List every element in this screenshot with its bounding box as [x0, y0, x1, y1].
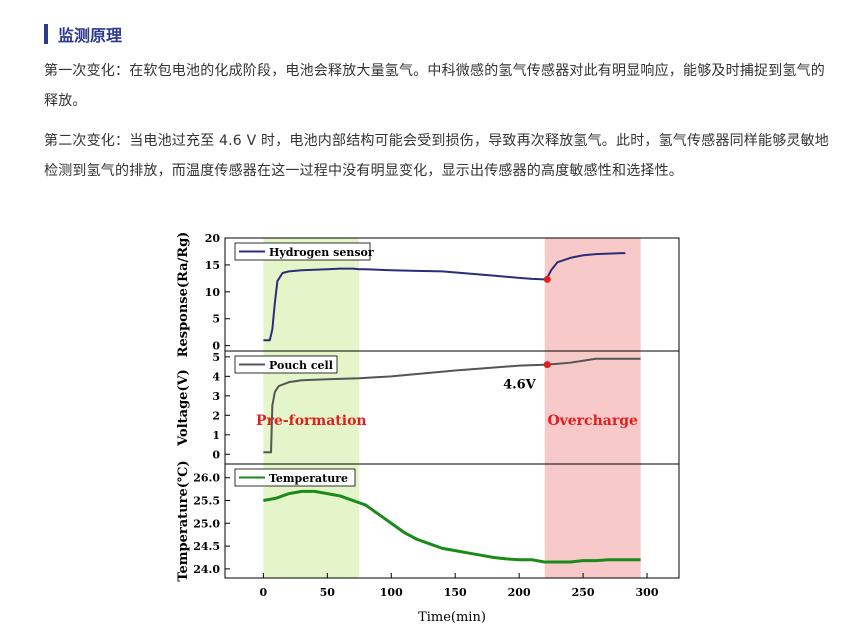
y-tick-label: 3 — [212, 390, 220, 403]
y-axis-label: Voltage(V) — [176, 369, 191, 447]
region-overcharge — [544, 238, 641, 578]
x-tick-label: 150 — [444, 586, 467, 599]
legend-label: Pouch cell — [269, 359, 333, 372]
region-label-overcharge: Overcharge — [547, 413, 638, 429]
y-tick-label: 25.5 — [193, 494, 220, 507]
series-line-pouch-cell — [263, 357, 641, 454]
y-tick-label: 5 — [212, 351, 220, 364]
legend-label: Hydrogen sensor — [269, 246, 374, 259]
x-tick-label: 100 — [380, 586, 403, 599]
x-tick-label: 0 — [260, 586, 268, 599]
y-tick-label: 0 — [212, 340, 220, 353]
section-title: 监测原理 — [58, 26, 123, 45]
section-header: 监测原理 — [44, 23, 122, 45]
paragraph-second-change: 第二次变化：当电池过充至 4.6 V 时，电池内部结构可能会受到损伤，导致再次释… — [44, 133, 829, 179]
series-line-hydrogen-sensor — [263, 252, 626, 342]
region-label-pre-formation: Pre-formation — [256, 413, 367, 429]
y-tick-label: 24.0 — [193, 563, 220, 576]
y-tick-label: 20 — [205, 232, 221, 245]
annotation-label: 4.6V — [503, 377, 537, 392]
region-pre-formation — [263, 238, 360, 578]
y-tick-label: 4 — [212, 370, 220, 383]
legend-box — [234, 242, 371, 261]
marker-point — [543, 361, 551, 369]
series-line-temperature — [263, 489, 641, 564]
x-tick-label: 250 — [572, 586, 595, 599]
panel-frame — [224, 463, 680, 579]
x-tick-label: 200 — [508, 586, 531, 599]
y-tick-label: 15 — [205, 259, 220, 272]
y-tick-label: 0 — [212, 448, 220, 461]
y-tick-label: 24.5 — [193, 540, 220, 553]
y-tick-label: 10 — [205, 286, 221, 299]
title-accent-bar — [44, 24, 48, 44]
y-tick-label: 2 — [212, 409, 220, 422]
marker-point — [543, 275, 551, 283]
x-tick-label: 300 — [636, 586, 659, 599]
x-tick-label: 50 — [320, 586, 336, 599]
legend-box — [234, 468, 356, 487]
y-tick-label: 1 — [212, 429, 220, 442]
legend-label: Temperature — [269, 472, 348, 485]
y-axis-label: Temperature(℃) — [176, 460, 191, 581]
x-axis-label: Time(min) — [418, 610, 486, 625]
paragraph-first-change: 第一次变化：在软包电池的化成阶段，电池会释放大量氢气。中科微感的氢气传感器对此有… — [44, 63, 825, 109]
legend-box — [234, 355, 338, 374]
y-tick-label: 5 — [212, 313, 220, 326]
y-tick-label: 26.0 — [193, 472, 220, 485]
y-tick-label: 25.0 — [193, 517, 220, 530]
y-axis-label: Response(Ra/Rg) — [176, 232, 191, 358]
